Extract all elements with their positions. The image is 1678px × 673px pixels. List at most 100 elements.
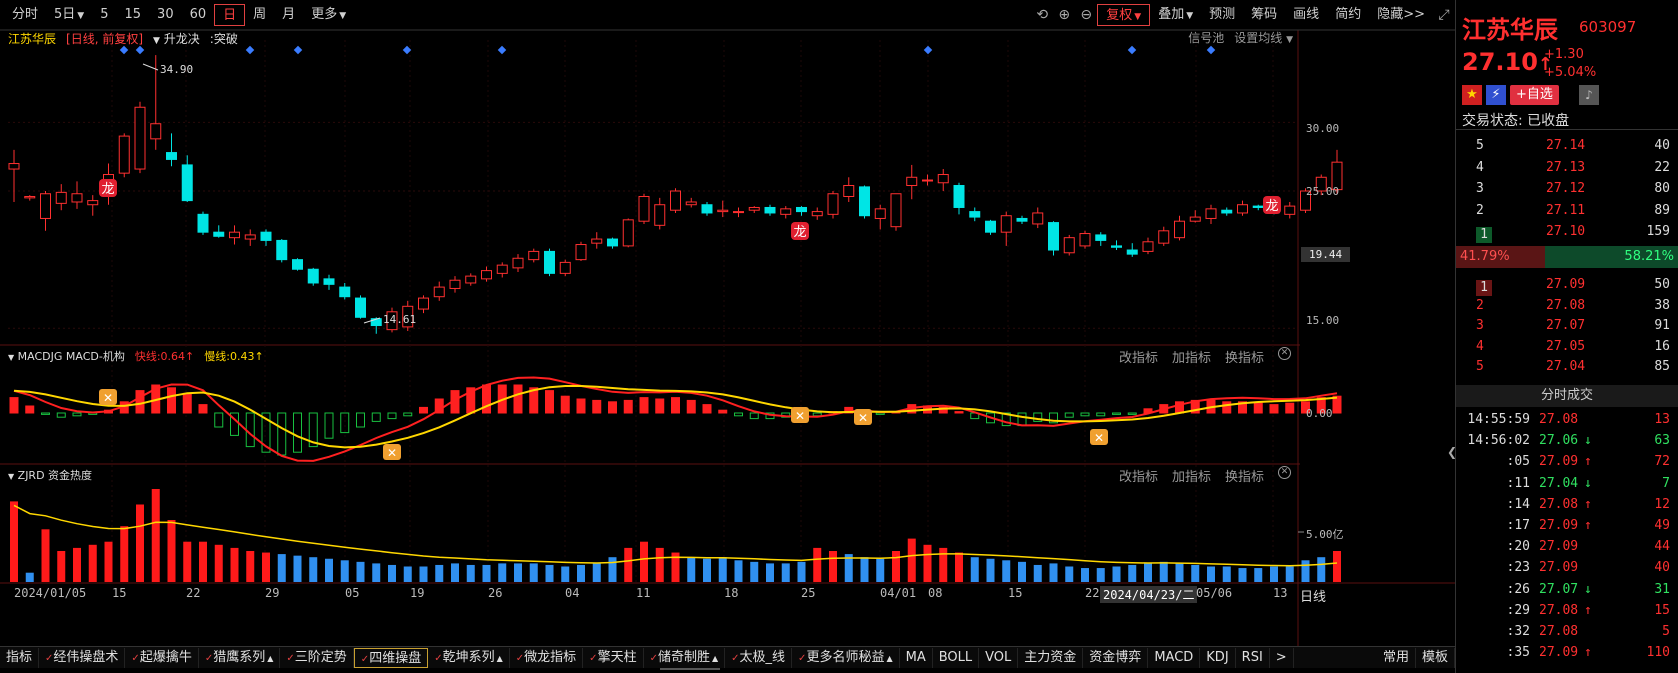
candle-body bbox=[796, 206, 807, 213]
indicator-tab-label: VOL bbox=[985, 649, 1012, 665]
indicator-tab[interactable]: KDJ bbox=[1200, 647, 1236, 668]
add-favorite-button[interactable]: +自选 bbox=[1510, 85, 1559, 105]
fund-name[interactable]: ▼ ZJRD 资金热度 bbox=[8, 467, 92, 483]
fund-switch-indicator[interactable]: 换指标 bbox=[1224, 470, 1264, 485]
candle-body bbox=[213, 231, 225, 237]
toolbar-button[interactable]: 筹码 bbox=[1251, 7, 1278, 22]
fund-bar bbox=[529, 563, 538, 582]
toolbar-button[interactable]: 预测 bbox=[1209, 7, 1236, 22]
fund-bar bbox=[1144, 563, 1152, 582]
toolbar-button[interactable]: 隐藏>> bbox=[1377, 7, 1425, 22]
y-tick-30: 30.00 bbox=[1306, 122, 1340, 135]
scroll-grip[interactable] bbox=[660, 668, 720, 673]
macd-bar bbox=[608, 401, 617, 414]
period-tab[interactable]: 分时 bbox=[12, 7, 39, 22]
indicator-tab[interactable]: ✓乾坤系列 ▲ bbox=[428, 647, 510, 668]
macd-bar bbox=[576, 398, 586, 414]
indicator-tab[interactable]: ✓猎鹰系列 ▲ bbox=[199, 647, 281, 668]
indicator-tab-label: 乾坤系列 bbox=[442, 649, 495, 665]
period-tab[interactable]: 更多 ▼ bbox=[311, 7, 347, 22]
tick-time: :29 bbox=[1506, 602, 1530, 618]
zoom-in-icon[interactable]: ⊕ bbox=[1058, 7, 1071, 23]
indicator-tab[interactable]: ✓起爆擒牛 bbox=[125, 647, 199, 668]
toolbar-button[interactable]: 简约 bbox=[1335, 7, 1362, 22]
ask-price: 27.13 bbox=[1546, 159, 1586, 175]
indicator-tab[interactable]: > bbox=[1270, 647, 1294, 668]
macd-bar bbox=[324, 412, 334, 439]
candle-body bbox=[607, 238, 618, 247]
cross-text: ✕ bbox=[1094, 431, 1104, 445]
indicator-tab[interactable]: BOLL bbox=[933, 647, 980, 668]
macd-actions: 改指标 加指标 换指标 ✕ bbox=[1119, 347, 1291, 366]
indicator-tab[interactable]: ✓擎天柱 bbox=[583, 647, 644, 668]
indicator-tab[interactable]: ✓微龙指标 bbox=[510, 647, 584, 668]
period-tab[interactable]: 日 bbox=[214, 4, 246, 26]
period-tab[interactable]: 15 bbox=[124, 7, 142, 22]
tick-row: :11 27.04 ↓ 7 bbox=[1456, 473, 1678, 495]
indicator-tab[interactable]: VOL bbox=[979, 647, 1019, 668]
ask-level-box: 1 bbox=[1476, 227, 1492, 243]
period-tab[interactable]: 60 bbox=[189, 7, 207, 22]
indicator-tab[interactable]: ✓更多名师秘益 ▲ bbox=[792, 647, 900, 668]
period-tab[interactable]: 月 bbox=[282, 7, 296, 22]
dragon-badge: 龙 bbox=[99, 179, 117, 197]
signal-pool-link[interactable]: 信号池 bbox=[1188, 31, 1225, 45]
indicator-tab[interactable]: 模板 bbox=[1416, 647, 1455, 668]
indicator-tab[interactable]: ✓经伟操盘术 bbox=[39, 647, 126, 668]
indicator-tab[interactable]: 常用 bbox=[1377, 647, 1416, 668]
indicator-tab[interactable]: ✓四维操盘 bbox=[353, 647, 429, 668]
macd-switch-indicator[interactable]: 换指标 bbox=[1224, 351, 1264, 366]
indicator-tab-label: 模板 bbox=[1421, 649, 1448, 665]
indicator-tab[interactable]: ✓储奇制胜 ▲ bbox=[644, 647, 726, 668]
indicator-tab[interactable]: 主力资金 bbox=[1018, 647, 1084, 668]
close-icon[interactable]: ✕ bbox=[1278, 347, 1291, 360]
macd-name[interactable]: ▼ MACDJG MACD-机构 bbox=[8, 348, 125, 364]
fullscreen-icon[interactable]: ⤢ bbox=[1438, 7, 1450, 23]
tick-price: 27.08 bbox=[1539, 496, 1579, 512]
indicator-tab[interactable]: ✓太极_线 bbox=[725, 647, 793, 668]
period-tab[interactable]: 周 bbox=[253, 7, 267, 22]
indicator-tab[interactable]: 指标 bbox=[0, 647, 40, 668]
price-change: +1.30 +5.04% bbox=[1544, 46, 1596, 82]
indicator-tab[interactable]: ✓三阶定势 bbox=[280, 647, 354, 668]
legend-indicator[interactable]: ▼ 升龙决 bbox=[153, 30, 200, 47]
indicator-tab[interactable]: 资金博弈 bbox=[1083, 647, 1149, 668]
macd-edit-indicator[interactable]: 改指标 bbox=[1118, 351, 1158, 366]
period-tab[interactable]: 5日 ▼ bbox=[54, 7, 85, 22]
period-tab[interactable]: 30 bbox=[157, 7, 174, 22]
lightning-icon[interactable]: ⚡ bbox=[1486, 85, 1506, 105]
collapse-handle-icon[interactable]: ❮ bbox=[1447, 445, 1458, 459]
fund-edit-indicator[interactable]: 改指标 bbox=[1118, 470, 1158, 485]
up-arrow-icon: ↑ bbox=[1584, 496, 1592, 512]
candle-body bbox=[717, 209, 729, 213]
tick-price: 27.08 bbox=[1539, 624, 1579, 639]
toolbar-button[interactable]: 画线 bbox=[1293, 7, 1320, 22]
indicator-tab[interactable]: MA bbox=[900, 647, 933, 668]
close-icon[interactable]: ✕ bbox=[1278, 466, 1291, 479]
indicator-tab[interactable]: RSI bbox=[1236, 647, 1270, 668]
legend-period[interactable]: [日线, 前复权] bbox=[66, 32, 144, 46]
candle-body bbox=[811, 211, 823, 217]
chevron-down-icon: ▼ bbox=[1134, 12, 1142, 22]
stock-name: 江苏华辰 bbox=[1462, 16, 1558, 44]
fund-add-indicator[interactable]: 加指标 bbox=[1171, 470, 1211, 485]
indicator-tab[interactable]: MACD bbox=[1148, 647, 1201, 668]
undo-icon[interactable]: ⟲ bbox=[1036, 7, 1049, 23]
macd-bar bbox=[623, 399, 633, 414]
zoom-out-icon[interactable]: ⊖ bbox=[1080, 7, 1093, 23]
chart-canvas[interactable]: 龙龙龙✕✕✕ ✕✕ bbox=[0, 0, 1455, 673]
period-tab[interactable]: 5 bbox=[100, 7, 109, 22]
stock-icons: ★ ⚡ +自选 ♪ bbox=[1462, 85, 1599, 105]
period-word[interactable]: 日线 bbox=[1300, 590, 1327, 605]
fund-bar bbox=[388, 564, 396, 582]
fund-bar bbox=[703, 558, 711, 582]
toolbar-button[interactable]: 复权 ▼ bbox=[1097, 4, 1151, 26]
candle-body bbox=[496, 264, 508, 274]
toolbar-button[interactable]: 叠加 ▼ bbox=[1158, 7, 1194, 22]
up-arrow-icon: ↑ bbox=[1584, 645, 1592, 661]
signal-diamond bbox=[497, 45, 507, 55]
macd-add-indicator[interactable]: 加指标 bbox=[1171, 351, 1211, 366]
candle-body bbox=[481, 270, 492, 280]
bell-icon[interactable]: ♪ bbox=[1578, 85, 1599, 105]
ma-settings-link[interactable]: 设置均线 ▼ bbox=[1234, 29, 1293, 46]
